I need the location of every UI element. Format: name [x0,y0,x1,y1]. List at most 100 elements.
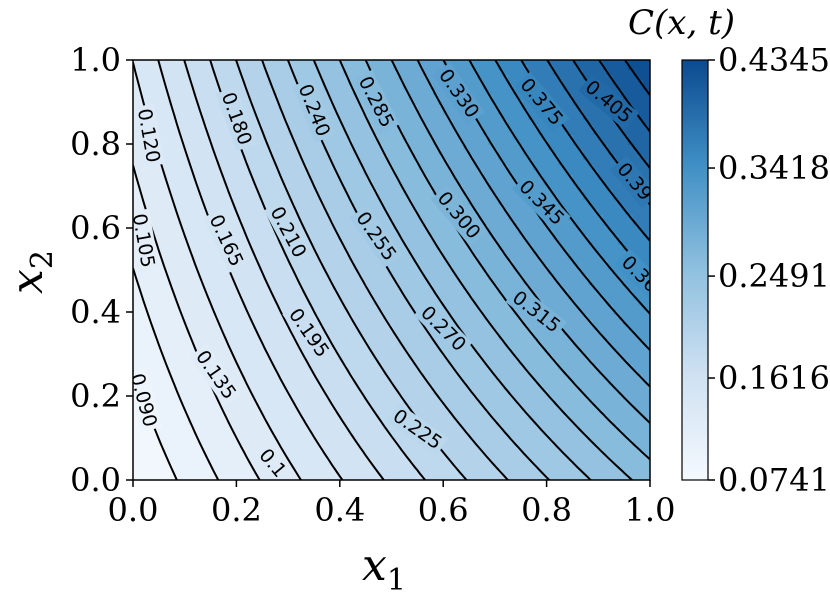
contour-fill-cell [293,105,299,111]
contour-fill-cell [648,205,650,211]
contour-fill-cell [503,115,509,121]
contour-fill-cell [643,170,649,176]
contour-fill-cell [133,125,139,131]
contour-fill-cell [328,260,334,266]
contour-fill-cell [193,110,199,116]
contour-fill-cell [323,150,329,156]
contour-fill-cell [433,150,439,156]
contour-fill-cell [418,85,424,91]
contour-fill-cell [283,180,289,186]
contour-fill-cell [383,180,389,186]
contour-fill-cell [323,105,329,111]
contour-fill-cell [253,230,259,236]
contour-fill-cell [413,250,419,256]
contour-fill-cell [143,290,149,296]
contour-fill-cell [583,125,589,131]
contour-fill-cell [153,85,159,91]
contour-fill-cell [223,150,229,156]
contour-fill-cell [193,115,199,121]
contour-fill-cell [193,165,199,171]
contour-fill-cell [538,155,544,161]
contour-fill-cell [428,110,434,116]
contour-fill-cell [488,155,494,161]
contour-fill-cell [578,285,584,291]
contour-fill-cell [618,230,624,236]
contour-fill-cell [548,255,554,261]
contour-fill-cell [588,275,594,281]
contour-fill-cell [298,275,304,281]
contour-fill-cell [243,195,249,201]
contour-fill-cell [588,110,594,116]
contour-fill-cell [408,195,414,201]
contour-fill-cell [148,285,154,291]
contour-fill-cell [333,190,339,196]
contour-fill-cell [273,275,279,281]
contour-fill-cell [178,250,184,256]
contour-fill-cell [253,65,259,71]
contour-fill-cell [158,130,164,136]
contour-fill-cell [613,210,619,216]
contour-fill-cell [193,215,199,221]
contour-fill-cell [243,95,249,101]
contour-fill-cell [198,135,204,141]
contour-fill-cell [343,255,349,261]
contour-fill-cell [643,245,649,251]
contour-fill-cell [478,165,484,171]
contour-fill-cell [238,290,244,296]
contour-fill-cell [448,125,454,131]
contour-fill-cell [633,105,639,111]
contour-fill-cell [198,100,204,106]
contour-fill-cell [488,215,494,221]
contour-fill-cell [133,80,139,86]
contour-fill-cell [578,200,584,206]
contour-fill-cell [183,245,189,251]
contour-fill-cell [428,210,434,216]
contour-fill-cell [533,135,539,141]
contour-fill-cell [303,285,309,291]
contour-fill-cell [138,285,144,291]
contour-fill-cell [398,95,404,101]
contour-fill-cell [178,295,184,301]
contour-fill-cell [473,260,479,266]
contour-fill-cell [543,170,549,176]
contour-fill-cell [388,75,394,81]
contour-fill-cell [358,110,364,116]
contour-fill-cell [608,175,614,181]
contour-fill-cell [433,65,439,71]
contour-fill-cell [218,185,224,191]
contour-fill-cell [253,265,259,271]
contour-fill-cell [608,270,614,276]
contour-fill-cell [443,115,449,121]
contour-fill-cell [608,170,614,176]
contour-fill-cell [558,245,564,251]
contour-fill-cell [513,140,519,146]
contour-fill-cell [423,270,429,276]
contour-fill-cell [573,125,579,131]
contour-fill-cell [233,270,239,276]
contour-fill-cell [493,245,499,251]
contour-fill-cell [583,60,589,66]
contour-fill-cell [298,175,304,181]
contour-fill-cell [263,185,269,191]
contour-fill-cell [458,175,464,181]
contour-fill-cell [638,210,644,216]
contour-fill-cell [578,275,584,281]
contour-fill-cell [273,175,279,181]
contour-fill-cell [363,130,369,136]
contour-fill-cell [338,95,344,101]
contour-fill-cell [218,70,224,76]
contour-fill-cell [558,225,564,231]
contour-fill-cell [573,265,579,271]
contour-fill-cell [503,285,509,291]
contour-fill-cell [188,265,194,271]
contour-fill-cell [373,295,379,301]
contour-fill-cell [648,60,650,66]
contour-fill-cell [318,160,324,166]
contour-fill-cell [508,280,514,286]
contour-fill-cell [558,85,564,91]
contour-fill-cell [203,225,209,231]
contour-fill-cell [488,255,494,261]
contour-fill-cell [488,270,494,276]
contour-fill-cell [313,150,319,156]
contour-fill-cell [648,250,650,256]
